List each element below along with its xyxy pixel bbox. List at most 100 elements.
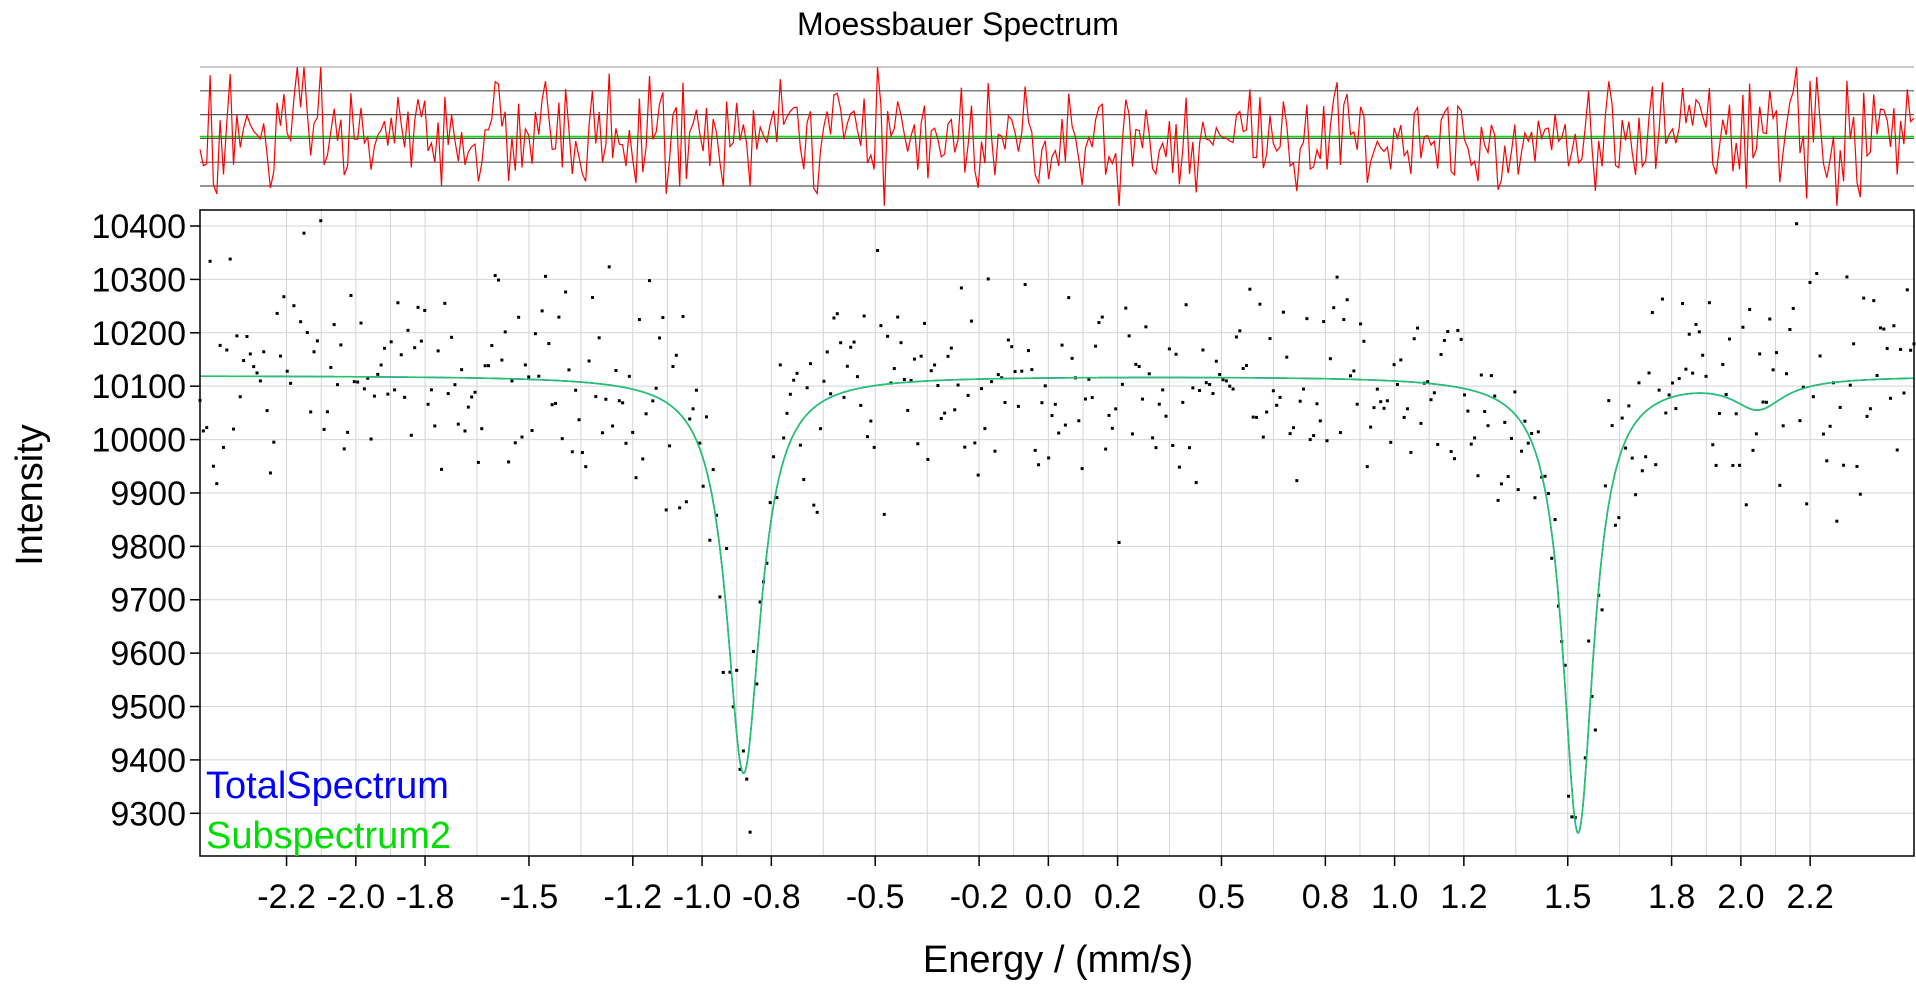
data-point (1261, 435, 1265, 439)
data-point (731, 705, 735, 709)
data-point (1365, 465, 1369, 469)
data-point (450, 335, 454, 339)
data-point (252, 365, 256, 369)
data-point (1583, 756, 1587, 760)
data-point (1429, 398, 1433, 402)
data-point (1590, 694, 1594, 698)
data-point (708, 538, 712, 542)
data-point (1785, 372, 1789, 376)
data-point (1228, 384, 1232, 388)
data-point (1157, 402, 1161, 406)
data-point (1758, 352, 1762, 356)
data-point (382, 346, 386, 350)
data-point (1077, 419, 1081, 423)
data-point (949, 346, 953, 350)
data-point (842, 395, 846, 399)
data-point (587, 359, 591, 363)
data-point (1513, 390, 1517, 394)
y-tick-label: 10100 (91, 368, 186, 406)
data-point (543, 274, 547, 278)
data-point (1395, 382, 1399, 386)
data-point (1385, 399, 1389, 403)
x-tick-label: -0.8 (742, 878, 801, 916)
data-point (440, 467, 444, 471)
data-point (305, 331, 309, 335)
data-point (584, 465, 588, 469)
data-point (258, 379, 262, 383)
data-point (1889, 396, 1893, 400)
data-point (829, 392, 833, 396)
data-point (376, 372, 380, 376)
data-point (218, 343, 222, 347)
y-tick-label: 9400 (110, 742, 186, 780)
data-point (1815, 272, 1819, 276)
data-point (201, 429, 205, 433)
data-point (768, 501, 772, 505)
data-point (574, 388, 578, 392)
data-point (899, 341, 903, 345)
data-point (1446, 330, 1450, 334)
data-point (1520, 449, 1524, 453)
data-point (1100, 315, 1104, 319)
data-point (1255, 415, 1259, 419)
x-tick-label: -1.2 (604, 878, 663, 916)
data-point (1164, 414, 1168, 418)
data-point (406, 328, 410, 332)
data-point (1459, 337, 1463, 341)
data-point (242, 359, 246, 363)
data-point (279, 354, 283, 358)
data-point (1536, 430, 1540, 434)
fit-curve-group (200, 375, 1914, 834)
data-point (983, 427, 987, 431)
data-point (1110, 426, 1114, 430)
data-point (1198, 388, 1202, 392)
data-point (1667, 393, 1671, 397)
data-point (1416, 326, 1420, 330)
data-point (1868, 407, 1872, 411)
data-point (1546, 492, 1550, 496)
y-tick-label: 9500 (110, 689, 186, 727)
data-point (1543, 474, 1547, 478)
data-point (1449, 450, 1453, 454)
data-point (332, 323, 336, 327)
data-point (1245, 363, 1249, 367)
data-point (577, 418, 581, 422)
data-point (1701, 353, 1705, 357)
data-point (1553, 518, 1557, 522)
data-point (1721, 363, 1725, 367)
data-point (1882, 327, 1886, 331)
data-point (1375, 387, 1379, 391)
data-point (1338, 431, 1342, 435)
data-point (1647, 371, 1651, 375)
data-point (969, 319, 973, 323)
data-point (352, 380, 356, 384)
data-point (1875, 373, 1879, 377)
x-tick-label: 1.0 (1371, 878, 1418, 916)
data-point (1479, 373, 1483, 377)
data-point (1865, 414, 1869, 418)
data-point (1761, 400, 1765, 404)
data-point (825, 350, 829, 354)
data-point (1523, 419, 1527, 423)
data-point (1617, 516, 1621, 520)
data-point (1006, 338, 1010, 342)
data-point (1392, 363, 1396, 367)
data-point (1147, 372, 1151, 376)
data-point (1161, 388, 1165, 392)
data-point (1436, 442, 1440, 446)
data-point (1600, 608, 1604, 612)
data-point (1499, 482, 1503, 486)
data-point (1208, 382, 1212, 386)
data-point (805, 386, 809, 390)
data-point (1399, 358, 1403, 362)
data-point (1724, 392, 1728, 396)
residual-panel (199, 66, 1915, 207)
data-point (497, 278, 501, 282)
data-point (872, 445, 876, 449)
data-point (1892, 324, 1896, 328)
data-point (490, 344, 494, 348)
data-point (386, 392, 390, 396)
data-point (795, 371, 799, 375)
data-point (1312, 434, 1316, 438)
data-point (547, 342, 551, 346)
